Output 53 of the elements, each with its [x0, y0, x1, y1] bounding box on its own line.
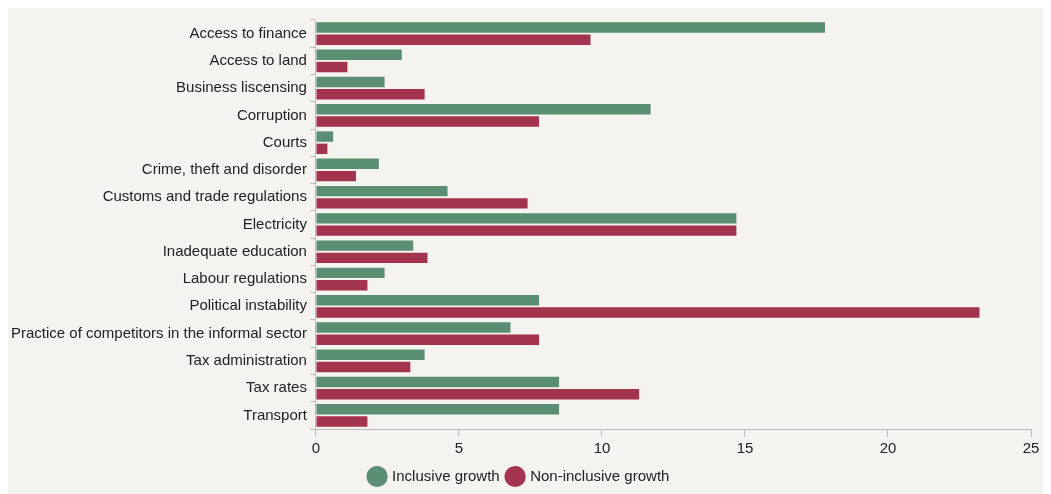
legend-label: Non-inclusive growth: [530, 466, 670, 484]
x-tick-label: 5: [454, 439, 464, 457]
bar: [316, 89, 425, 100]
bar: [316, 389, 640, 400]
bar: [316, 213, 737, 224]
x-tick-label: 0: [311, 439, 321, 457]
y-tick-label: Tax administration: [186, 350, 307, 368]
y-tick-label: Electricity: [242, 214, 308, 232]
bar: [316, 376, 560, 388]
bar: [316, 131, 334, 142]
bar: [316, 49, 402, 60]
bar: [316, 322, 511, 333]
x-tick-label: 20: [879, 439, 897, 457]
bar: [316, 252, 428, 264]
y-tick-label: Crime, theft and disorder: [141, 160, 307, 178]
bar: [316, 104, 651, 115]
bar: [316, 240, 414, 251]
bar: [316, 267, 385, 279]
bar: [316, 225, 737, 236]
bar: [316, 279, 368, 291]
y-tick-label: Inadequate education: [162, 241, 307, 259]
y-tick-label: Access to land: [209, 51, 307, 69]
bar: [316, 416, 368, 427]
bar: [316, 34, 591, 45]
bar: [316, 349, 425, 360]
bar: [316, 76, 385, 88]
bar: [316, 404, 560, 415]
bar: [316, 116, 540, 127]
y-tick-label: Labour regulations: [182, 269, 307, 287]
bar: [316, 22, 826, 33]
bar: [316, 307, 980, 318]
bar: [316, 185, 448, 197]
bar: [316, 198, 528, 209]
bar: [316, 361, 411, 373]
y-tick-label: Corruption: [236, 105, 307, 123]
bar: [316, 334, 540, 345]
x-tick-label: 10: [593, 439, 611, 457]
y-tick-label: Political instability: [189, 296, 308, 314]
x-tick-label: 15: [736, 439, 754, 457]
y-tick-label: Business liscensing: [176, 78, 307, 96]
y-tick-label: Practice of competitors in the informal sector: [11, 323, 307, 341]
bar: [316, 143, 328, 155]
bar: [316, 158, 379, 170]
bar: [316, 170, 356, 182]
x-tick-label: 25: [1022, 439, 1040, 457]
y-tick-label: Courts: [262, 132, 307, 150]
y-tick-label: Tax rates: [246, 378, 307, 396]
y-tick-label: Customs and trade regulations: [102, 187, 307, 205]
y-tick-label: Access to finance: [189, 23, 307, 41]
y-tick-label: Transport: [243, 405, 308, 423]
bar: [316, 294, 540, 306]
legend-label: Inclusive growth: [392, 466, 500, 484]
bar: [316, 61, 348, 73]
